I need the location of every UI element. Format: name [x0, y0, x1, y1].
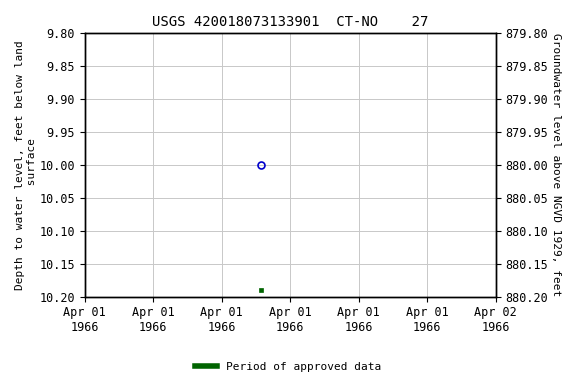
Y-axis label: Groundwater level above NGVD 1929, feet: Groundwater level above NGVD 1929, feet	[551, 33, 561, 296]
Title: USGS 420018073133901  CT-NO    27: USGS 420018073133901 CT-NO 27	[152, 15, 429, 29]
Y-axis label: Depth to water level, feet below land
 surface: Depth to water level, feet below land su…	[15, 40, 37, 290]
Legend: Period of approved data: Period of approved data	[191, 358, 385, 377]
